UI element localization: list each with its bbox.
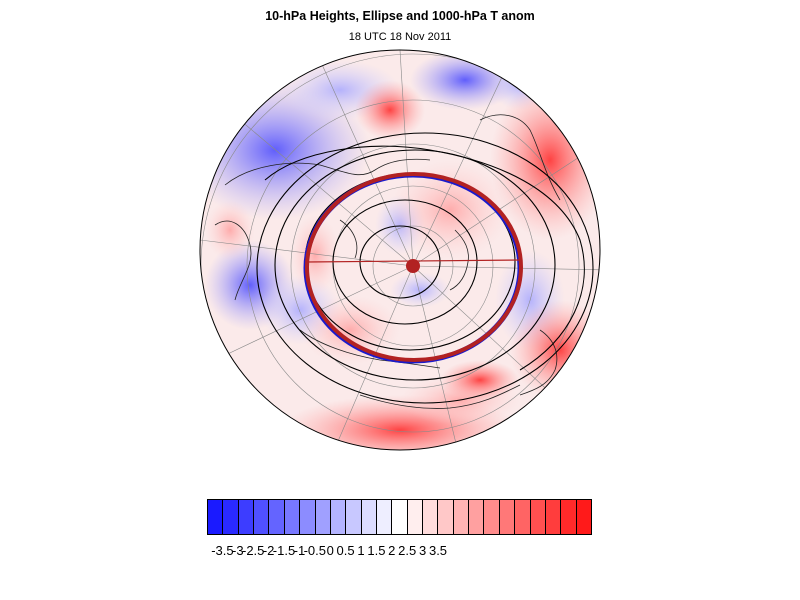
colorbar-tick-label: 2: [388, 543, 396, 558]
colorbar-box: [269, 500, 285, 534]
colorbar-box: [453, 500, 470, 534]
colorbar-tick-label: -3.5: [211, 543, 234, 558]
colorbar-box: [361, 500, 377, 534]
colorbar-tick-label: -2: [262, 543, 275, 558]
colorbar-tick-label: -2.5: [241, 543, 265, 558]
colorbar-box: [392, 500, 408, 534]
colorbar-labels: -3.5 -3 -2.5 -2 -1.5 -1 -0.5 0 0.5 1 1.5 2 2.5 3 3.5: [207, 543, 592, 559]
colorbar-box: [499, 500, 516, 534]
colorbar-box: [238, 500, 255, 534]
colorbar-box: [376, 500, 393, 534]
vortex-centroid-marker: [406, 259, 420, 273]
colorbar-box: [284, 500, 301, 534]
colorbar-tick-label: 0.5: [336, 543, 355, 558]
colorbar-box: [223, 500, 239, 534]
colorbar-tick-label: 1: [357, 543, 365, 558]
colorbar-tick-label: 0: [326, 543, 334, 558]
colorbar-box: [315, 500, 331, 534]
colorbar-box: [407, 500, 424, 534]
colorbar-box: [423, 500, 439, 534]
colorbar-tick-label: 1.5: [367, 543, 386, 558]
colorbar-tick-label: 3.5: [428, 543, 448, 558]
colorbar-box: [208, 500, 224, 534]
colorbar-box: [545, 500, 562, 534]
colorbar-box: [300, 500, 316, 534]
colorbar-box: [561, 500, 577, 534]
colorbar-box: [484, 500, 500, 534]
colorbar-tick-label: 2.5: [398, 543, 417, 558]
colorbar-box: [254, 500, 270, 534]
colorbar-tick-label: -3: [232, 543, 244, 558]
colorbar-box: [576, 500, 591, 534]
colorbar-box: [330, 500, 347, 534]
coastlines: [214, 114, 561, 409]
colorbar-box: [346, 500, 362, 534]
colorbar-tick-label: -1.5: [272, 543, 296, 558]
colorbar-box: [469, 500, 485, 534]
colorbar-box: [530, 500, 546, 534]
vortex-ellipse: [305, 172, 523, 362]
globe-outline: [199, 49, 601, 451]
colorbar: [207, 499, 592, 535]
colorbar-tick-label: -1: [293, 543, 306, 558]
colorbar-tick-label: 3: [418, 543, 427, 558]
chart-title: 10-hPa Heights, Ellipse and 1000-hPa T a…: [265, 9, 535, 23]
colorbar-tick-label: -0.5: [303, 543, 326, 558]
colorbar-box: [515, 500, 531, 534]
chart-subtitle: 18 UTC 18 Nov 2011: [348, 31, 452, 43]
colorbar-box: [438, 500, 454, 534]
